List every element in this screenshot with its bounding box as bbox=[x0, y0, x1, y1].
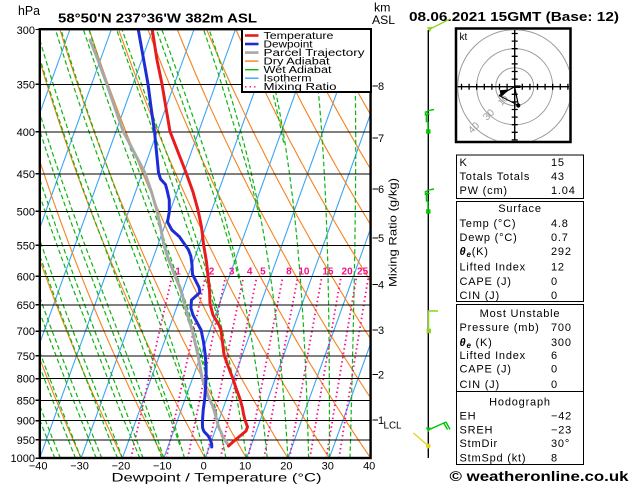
svg-text:−40: −40 bbox=[29, 461, 48, 473]
svg-text:750: 750 bbox=[17, 351, 35, 363]
svg-text:Totals Totals: Totals Totals bbox=[460, 171, 531, 183]
svg-text:350: 350 bbox=[17, 79, 35, 91]
svg-text:1: 1 bbox=[378, 415, 384, 427]
svg-text:Temperature: Temperature bbox=[264, 31, 335, 42]
svg-text:Mixing Ratio (g/kg): Mixing Ratio (g/kg) bbox=[388, 178, 400, 287]
svg-text:Dewpoint: Dewpoint bbox=[264, 39, 313, 50]
svg-text:Most Unstable: Most Unstable bbox=[480, 308, 561, 320]
svg-text:800: 800 bbox=[17, 374, 35, 386]
svg-text:kt: kt bbox=[460, 32, 468, 43]
svg-text:12: 12 bbox=[551, 262, 565, 274]
svg-text:950: 950 bbox=[17, 435, 35, 447]
svg-text:θe(K): θe(K) bbox=[460, 246, 489, 259]
svg-text:58°50'N 237°36'W 382m ASL: 58°50'N 237°36'W 382m ASL bbox=[58, 12, 257, 26]
svg-text:850: 850 bbox=[17, 395, 35, 407]
svg-text:0: 0 bbox=[201, 461, 207, 473]
svg-text:PW (cm): PW (cm) bbox=[460, 185, 508, 197]
svg-text:25: 25 bbox=[357, 267, 369, 278]
svg-text:4.8: 4.8 bbox=[551, 218, 569, 230]
svg-text:08.06.2021 15GMT (Base: 12): 08.06.2021 15GMT (Base: 12) bbox=[409, 9, 619, 24]
svg-text:2: 2 bbox=[378, 370, 384, 382]
svg-text:700: 700 bbox=[17, 326, 35, 338]
svg-text:15: 15 bbox=[322, 267, 334, 278]
svg-text:550: 550 bbox=[17, 240, 35, 252]
svg-text:6: 6 bbox=[378, 184, 384, 196]
svg-text:43: 43 bbox=[551, 171, 565, 183]
svg-text:Surface: Surface bbox=[498, 203, 542, 215]
svg-text:4: 4 bbox=[378, 280, 384, 292]
svg-text:Lifted Index: Lifted Index bbox=[460, 262, 526, 274]
svg-text:400: 400 bbox=[17, 127, 35, 139]
svg-text:StmSpd (kt): StmSpd (kt) bbox=[460, 453, 527, 465]
svg-text:ASL: ASL bbox=[372, 15, 396, 27]
svg-text:Parcel Trajectory: Parcel Trajectory bbox=[264, 48, 365, 59]
svg-text:700: 700 bbox=[551, 322, 572, 334]
svg-text:300: 300 bbox=[551, 337, 572, 349]
svg-text:Mixing Ratio: Mixing Ratio bbox=[264, 82, 338, 93]
svg-text:450: 450 bbox=[17, 169, 35, 181]
svg-text:20: 20 bbox=[342, 267, 354, 278]
svg-text:Dewp (°C): Dewp (°C) bbox=[460, 232, 518, 244]
svg-text:hPa: hPa bbox=[18, 4, 40, 18]
svg-text:5: 5 bbox=[260, 267, 266, 278]
svg-text:30: 30 bbox=[322, 461, 334, 473]
svg-text:0: 0 bbox=[551, 364, 558, 376]
svg-text:−30: −30 bbox=[70, 461, 89, 473]
svg-text:500: 500 bbox=[17, 206, 35, 218]
svg-text:EH: EH bbox=[460, 411, 477, 423]
svg-text:© weatheronline.co.uk: © weatheronline.co.uk bbox=[450, 469, 629, 484]
svg-text:−23: −23 bbox=[551, 425, 572, 437]
svg-text:5: 5 bbox=[378, 233, 384, 245]
svg-text:8: 8 bbox=[378, 81, 384, 93]
svg-text:4: 4 bbox=[247, 267, 253, 278]
svg-text:3: 3 bbox=[229, 267, 235, 278]
svg-text:0: 0 bbox=[551, 379, 558, 391]
svg-text:Lifted Index: Lifted Index bbox=[460, 350, 526, 362]
svg-text:0: 0 bbox=[551, 276, 558, 288]
svg-text:CIN (J): CIN (J) bbox=[460, 290, 500, 302]
svg-text:3: 3 bbox=[378, 325, 384, 337]
svg-text:−42: −42 bbox=[551, 411, 572, 423]
svg-text:LCL: LCL bbox=[384, 421, 402, 432]
svg-text:0.7: 0.7 bbox=[551, 232, 569, 244]
svg-text:30°: 30° bbox=[551, 438, 570, 450]
svg-text:−10: −10 bbox=[153, 461, 172, 473]
svg-text:CAPE (J): CAPE (J) bbox=[460, 364, 512, 376]
svg-text:650: 650 bbox=[17, 300, 35, 312]
svg-text:300: 300 bbox=[17, 25, 35, 37]
svg-text:CIN (J): CIN (J) bbox=[460, 379, 500, 391]
svg-text:600: 600 bbox=[17, 271, 35, 283]
svg-text:Wet Adiabat: Wet Adiabat bbox=[264, 65, 332, 76]
svg-text:K: K bbox=[460, 157, 468, 169]
svg-text:8: 8 bbox=[551, 453, 558, 465]
svg-text:Hodograph: Hodograph bbox=[489, 397, 551, 409]
svg-text:1: 1 bbox=[175, 267, 181, 278]
svg-text:15: 15 bbox=[551, 157, 565, 169]
svg-text:StmDir: StmDir bbox=[460, 438, 498, 450]
svg-text:Dry Adiabat: Dry Adiabat bbox=[264, 57, 330, 68]
svg-text:10: 10 bbox=[298, 267, 310, 278]
svg-text:2: 2 bbox=[209, 267, 215, 278]
svg-text:292: 292 bbox=[551, 246, 572, 258]
svg-text:km: km bbox=[374, 3, 391, 15]
svg-text:10: 10 bbox=[239, 461, 251, 473]
svg-text:40: 40 bbox=[363, 461, 375, 473]
svg-text:CAPE (J): CAPE (J) bbox=[460, 276, 512, 288]
svg-text:8: 8 bbox=[286, 267, 292, 278]
svg-text:Isotherm: Isotherm bbox=[264, 74, 312, 85]
svg-text:1.04: 1.04 bbox=[551, 185, 576, 197]
svg-text:20: 20 bbox=[280, 461, 292, 473]
svg-text:Dewpoint / Temperature (°C): Dewpoint / Temperature (°C) bbox=[112, 471, 322, 485]
svg-text:Temp (°C): Temp (°C) bbox=[460, 218, 517, 230]
svg-text:SREH: SREH bbox=[460, 425, 494, 437]
svg-text:7: 7 bbox=[378, 133, 384, 145]
svg-text:Pressure (mb): Pressure (mb) bbox=[460, 322, 540, 334]
svg-text:1000: 1000 bbox=[11, 453, 35, 465]
svg-text:0: 0 bbox=[551, 290, 558, 302]
svg-text:6: 6 bbox=[551, 350, 558, 362]
svg-text:900: 900 bbox=[17, 416, 35, 428]
svg-text:θe (K): θe (K) bbox=[460, 337, 493, 350]
svg-text:−20: −20 bbox=[112, 461, 131, 473]
